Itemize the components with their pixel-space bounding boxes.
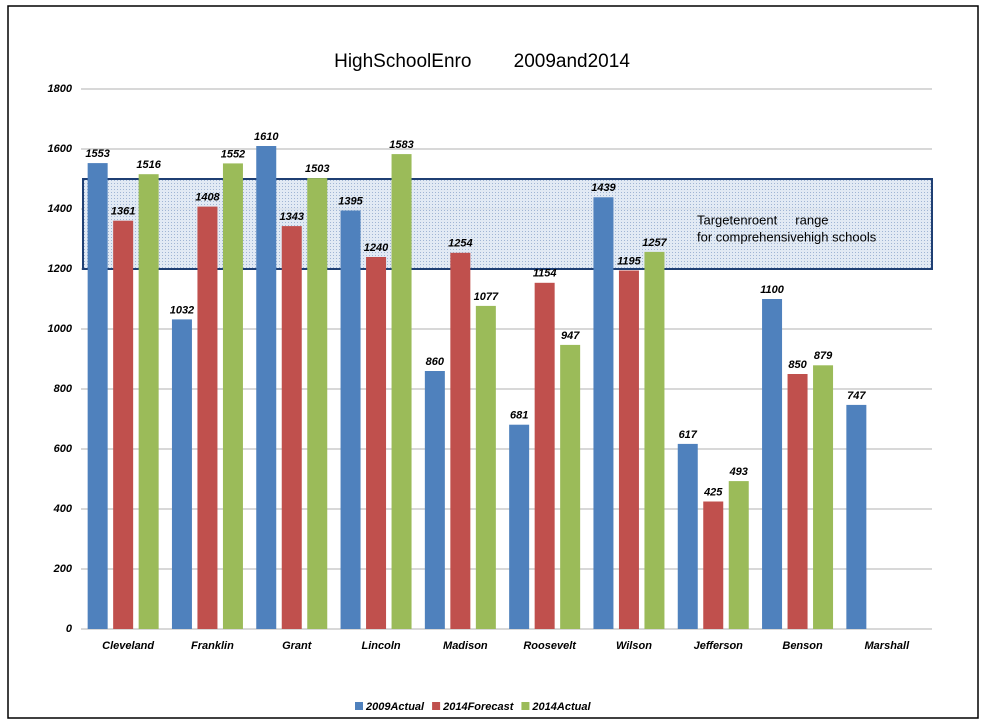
y-tick-label: 800 — [54, 383, 73, 395]
data-label: 1553 — [85, 148, 109, 160]
chart-title: HighSchoolEnro 2009and2014 — [334, 51, 630, 72]
bar — [475, 305, 496, 629]
legend-swatch — [355, 702, 363, 710]
data-label: 1408 — [195, 192, 220, 204]
data-label: 493 — [729, 466, 748, 478]
bar — [703, 501, 724, 629]
frame — [7, 5, 979, 719]
data-label: 617 — [679, 429, 698, 441]
legend-swatch — [432, 702, 441, 710]
data-label: 850 — [788, 359, 807, 371]
bar — [846, 404, 867, 629]
x-tick-label: Wilson — [616, 640, 652, 652]
legend-label: 2009Actual — [365, 701, 425, 713]
annotation: Targetenroent range — [697, 212, 829, 227]
data-label: 860 — [426, 356, 445, 368]
data-label: 1610 — [254, 131, 279, 143]
y-tick-label: 1400 — [48, 203, 73, 215]
bar — [391, 154, 412, 629]
y-tick-label: 1000 — [48, 323, 73, 335]
bar — [593, 197, 614, 630]
bar — [307, 178, 328, 629]
data-label: 1254 — [448, 238, 472, 250]
data-label: 681 — [510, 410, 528, 422]
bar — [281, 226, 302, 629]
data-label: 1361 — [111, 206, 135, 218]
x-tick-label: Grant — [282, 640, 313, 652]
x-tick-label: Marshall — [865, 640, 911, 652]
legend-label: 2014Forecast — [442, 701, 515, 713]
data-label: 1552 — [221, 148, 245, 160]
bar — [222, 163, 243, 629]
bar — [450, 252, 471, 630]
data-label: 425 — [703, 486, 723, 498]
data-label: 1439 — [591, 182, 616, 194]
bar — [197, 206, 218, 629]
y-tick-label: 400 — [53, 503, 73, 515]
bar — [113, 220, 134, 629]
bar — [813, 365, 834, 629]
data-label: 1343 — [280, 211, 304, 223]
data-label: 1077 — [474, 291, 499, 303]
bar — [340, 210, 361, 629]
x-tick-label: Franklin — [191, 640, 234, 652]
bar — [787, 374, 808, 629]
bar — [677, 443, 698, 629]
data-label: 1257 — [642, 237, 667, 249]
x-tick-label: Jefferson — [694, 640, 744, 652]
data-label: 1195 — [617, 255, 642, 267]
bar — [138, 174, 159, 629]
data-label: 879 — [814, 350, 833, 362]
y-tick-label: 1200 — [48, 263, 73, 275]
annotation: for comprehensivehigh schools — [697, 229, 877, 244]
bar — [366, 257, 387, 629]
bar — [762, 299, 783, 629]
bar — [618, 270, 639, 629]
y-tick-label: 600 — [54, 443, 73, 455]
legend-swatch — [521, 702, 530, 710]
bar — [728, 481, 749, 629]
data-label: 1154 — [533, 268, 557, 280]
y-tick-label: 200 — [53, 563, 73, 575]
y-tick-label: 0 — [66, 623, 73, 635]
x-tick-label: Madison — [443, 640, 488, 652]
bar — [256, 146, 277, 629]
bar — [644, 251, 665, 629]
bar — [171, 319, 192, 629]
data-label: 1032 — [170, 304, 194, 316]
bar — [509, 424, 530, 629]
data-label: 747 — [847, 390, 866, 402]
bar — [534, 282, 555, 629]
y-tick-label: 1800 — [48, 83, 73, 95]
data-label: 947 — [561, 330, 580, 342]
x-tick-label: Cleveland — [102, 640, 154, 652]
y-tick-label: 1600 — [48, 143, 73, 155]
x-tick-label: Roosevelt — [523, 640, 577, 652]
data-label: 1503 — [305, 163, 329, 175]
x-tick-label: Lincoln — [361, 640, 400, 652]
bar — [424, 371, 445, 629]
x-tick-label: Benson — [782, 640, 823, 652]
data-label: 1100 — [760, 284, 785, 296]
data-label: 1395 — [338, 195, 363, 207]
data-label: 1516 — [136, 159, 161, 171]
legend-label: 2014Actual — [531, 701, 591, 713]
data-label: 1583 — [389, 139, 413, 151]
bar — [87, 163, 108, 629]
bar — [560, 344, 581, 629]
data-label: 1240 — [364, 242, 389, 254]
